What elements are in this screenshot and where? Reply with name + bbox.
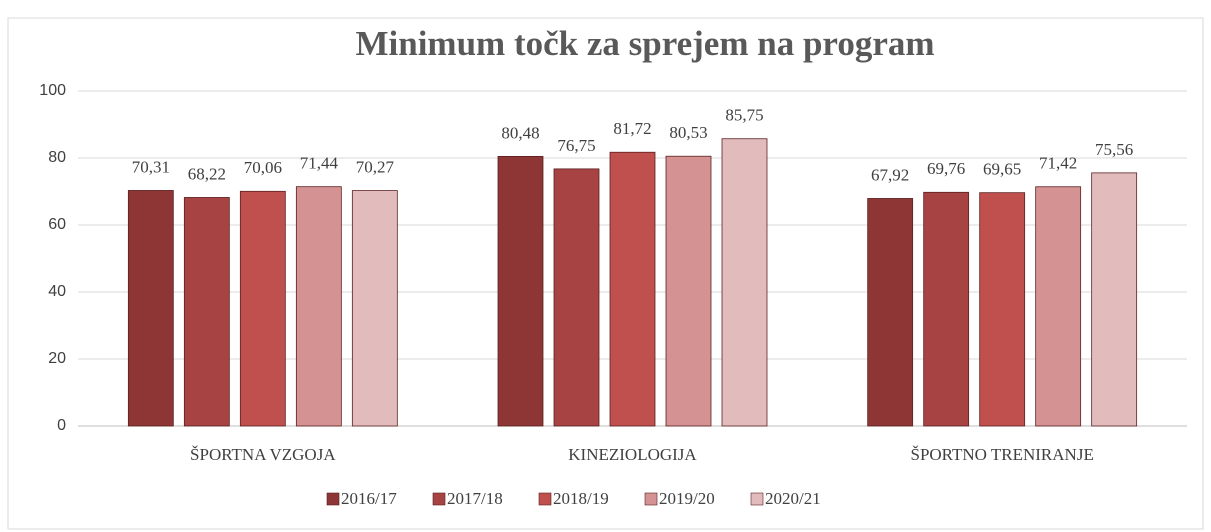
- y-tick-label: 60: [48, 216, 66, 233]
- y-tick-label: 100: [39, 82, 66, 99]
- legend-label: 2016/17: [341, 489, 397, 508]
- bar: [351, 190, 398, 427]
- bar: [183, 197, 230, 427]
- data-label: 71,44: [300, 154, 339, 173]
- legend-swatch: [750, 492, 764, 506]
- data-label: 67,92: [871, 165, 909, 184]
- legend-swatch: [432, 492, 446, 506]
- data-label: 80,53: [669, 123, 707, 142]
- data-label: 70,27: [356, 158, 395, 177]
- x-tick-label: KINEZIOLOGIJA: [568, 445, 697, 464]
- data-label: 81,72: [613, 119, 651, 138]
- data-label: 70,31: [132, 157, 170, 176]
- y-tick-label: 0: [57, 417, 66, 434]
- bar: [923, 191, 970, 427]
- bar: [553, 168, 600, 427]
- bar: [665, 155, 712, 427]
- bar: [609, 151, 656, 427]
- legend-label: 2017/18: [447, 489, 503, 508]
- legend-swatch: [538, 492, 552, 506]
- data-label: 85,75: [725, 106, 763, 125]
- data-label: 70,06: [244, 158, 282, 177]
- data-label: 75,56: [1095, 140, 1133, 159]
- legend-label: 2020/21: [765, 489, 821, 508]
- y-tick-label: 20: [48, 350, 66, 367]
- bar: [721, 138, 768, 427]
- bar: [239, 190, 286, 427]
- data-label: 69,76: [927, 159, 965, 178]
- data-label: 80,48: [501, 123, 539, 142]
- bar: [1091, 172, 1138, 427]
- bar: [867, 198, 914, 427]
- legend-label: 2019/20: [659, 489, 715, 508]
- y-tick-label: 40: [48, 283, 66, 300]
- chart-title: Minimum točk za sprejem na program: [355, 24, 934, 63]
- bar: [979, 192, 1026, 427]
- bar: [295, 186, 342, 427]
- x-tick-label: ŠPORTNO TRENIRANJE: [911, 445, 1094, 464]
- data-label: 69,65: [983, 160, 1021, 179]
- data-label: 68,22: [188, 164, 226, 183]
- legend-label: 2018/19: [553, 489, 609, 508]
- legend-swatch: [644, 492, 658, 506]
- bar: [497, 155, 544, 427]
- data-label: 71,42: [1039, 154, 1077, 173]
- x-tick-label: ŠPORTNA VZGOJA: [190, 445, 336, 464]
- y-tick-label: 80: [48, 149, 66, 166]
- legend-swatch: [326, 492, 340, 506]
- data-label: 76,75: [557, 136, 595, 155]
- bar: [1035, 186, 1082, 427]
- bar: [127, 190, 174, 427]
